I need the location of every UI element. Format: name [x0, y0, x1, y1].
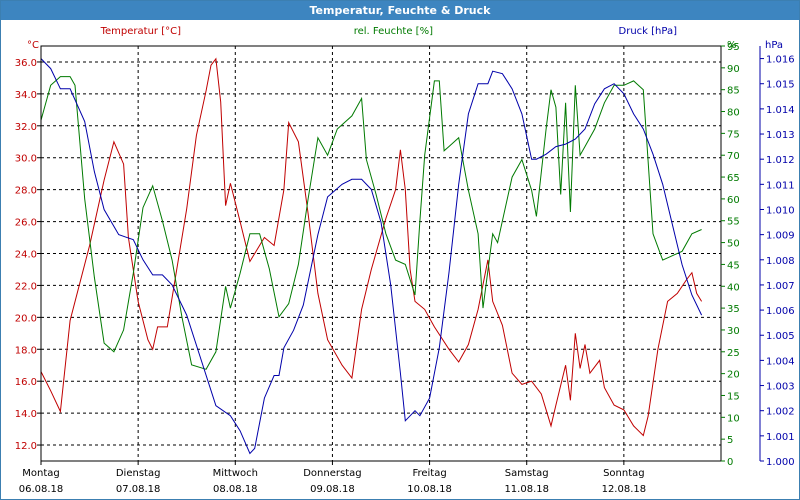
pressure-tick-label: 1.016 — [766, 55, 795, 66]
humidity-tick-label: 15 — [727, 391, 740, 402]
temperature-axis-label: Temperatur [°C] — [100, 26, 181, 37]
pressure-tick-label: 1.001 — [766, 432, 795, 443]
humidity-tick-label: 0 — [727, 457, 733, 468]
x-tick-day: Donnerstag — [303, 468, 361, 479]
temperature-tick-label: 26.0 — [15, 218, 37, 229]
temperature-tick-label: 12.0 — [15, 441, 37, 452]
x-tick-date: 09.08.18 — [310, 484, 355, 495]
pressure-unit: hPa — [765, 40, 783, 51]
pressure-tick-label: 1.007 — [766, 281, 795, 292]
humidity-unit: % — [727, 40, 737, 51]
x-tick-date: 08.08.18 — [213, 484, 258, 495]
humidity-tick-label: 10 — [727, 413, 740, 424]
pressure-tick-label: 1.004 — [766, 356, 795, 367]
humidity-axis-label: rel. Feuchte [%] — [354, 26, 433, 37]
x-tick-date: 12.08.18 — [602, 484, 647, 495]
x-tick-day: Dienstag — [116, 468, 161, 479]
x-tick-date: 07.08.18 — [116, 484, 161, 495]
x-tick-day: Sonntag — [603, 468, 645, 479]
chart-axes — [37, 45, 764, 465]
chart-labels: 12.0 14.0 16.0 18.0 20.0 22.0 24.0 26.0 28.0 30.0… — [15, 26, 795, 495]
pressure-line — [40, 58, 703, 455]
pressure-tick-label: 1.008 — [766, 256, 795, 267]
x-tick-day: Samstag — [505, 468, 549, 479]
pressure-tick-label: 1.000 — [766, 457, 795, 468]
humidity-tick-label: 5 — [727, 435, 733, 446]
humidity-tick-label: 75 — [727, 129, 740, 140]
weather-chart: 12.0 14.0 16.0 18.0 20.0 22.0 24.0 26.0 28.0 30.0… — [15, 26, 795, 495]
temperature-tick-label: 30.0 — [15, 154, 37, 165]
temperature-tick-label: 22.0 — [15, 281, 37, 292]
x-tick-date: 06.08.18 — [19, 484, 64, 495]
temperature-tick-label: 24.0 — [15, 250, 37, 261]
humidity-tick-label: 30 — [727, 326, 740, 337]
pressure-tick-label: 1.011 — [766, 180, 795, 191]
pressure-tick-label: 1.005 — [766, 331, 795, 342]
pressure-tick-label: 1.003 — [766, 382, 795, 393]
temperature-line — [40, 57, 703, 437]
x-tick-date: 10.08.18 — [407, 484, 452, 495]
humidity-tick-label: 35 — [727, 304, 740, 315]
temperature-tick-label: 14.0 — [15, 409, 37, 420]
x-tick-day: Freitag — [412, 468, 446, 479]
temperature-tick-label: 36.0 — [15, 58, 37, 69]
temperature-tick-label: 18.0 — [15, 345, 37, 356]
humidity-tick-label: 90 — [727, 64, 740, 75]
pressure-tick-label: 1.002 — [766, 407, 795, 418]
humidity-tick-label: 50 — [727, 239, 740, 250]
pressure-axis-label: Druck [hPa] — [619, 26, 678, 37]
pressure-tick-label: 1.015 — [766, 80, 795, 91]
x-tick-day: Mittwoch — [213, 468, 258, 479]
temperature-tick-label: 20.0 — [15, 313, 37, 324]
series-lines — [40, 57, 703, 455]
window-title: Temperatur, Feuchte & Druck — [1, 1, 799, 20]
humidity-tick-label: 80 — [727, 108, 740, 119]
pressure-tick-label: 1.010 — [766, 205, 795, 216]
humidity-tick-label: 45 — [727, 260, 740, 271]
chart-grid — [41, 46, 721, 461]
pressure-tick-label: 1.014 — [766, 105, 795, 116]
x-tick-date: 11.08.18 — [504, 484, 549, 495]
humidity-tick-label: 40 — [727, 282, 740, 293]
humidity-tick-label: 25 — [727, 348, 740, 359]
pressure-tick-label: 1.006 — [766, 306, 795, 317]
humidity-tick-label: 65 — [727, 173, 740, 184]
humidity-tick-label: 60 — [727, 195, 740, 206]
pressure-tick-label: 1.013 — [766, 130, 795, 141]
pressure-tick-label: 1.009 — [766, 231, 795, 242]
humidity-tick-label: 55 — [727, 217, 740, 228]
temperature-tick-label: 28.0 — [15, 186, 37, 197]
x-tick-day: Montag — [22, 468, 59, 479]
pressure-tick-label: 1.012 — [766, 155, 795, 166]
humidity-tick-label: 85 — [727, 86, 740, 97]
humidity-tick-label: 70 — [727, 151, 740, 162]
temperature-unit: °C — [27, 40, 39, 51]
humidity-line — [40, 76, 702, 370]
temperature-tick-label: 34.0 — [15, 90, 37, 101]
humidity-tick-label: 20 — [727, 370, 740, 381]
temperature-tick-label: 16.0 — [15, 377, 37, 388]
humidity-tick-label: 95 — [727, 42, 740, 53]
temperature-tick-label: 32.0 — [15, 122, 37, 133]
